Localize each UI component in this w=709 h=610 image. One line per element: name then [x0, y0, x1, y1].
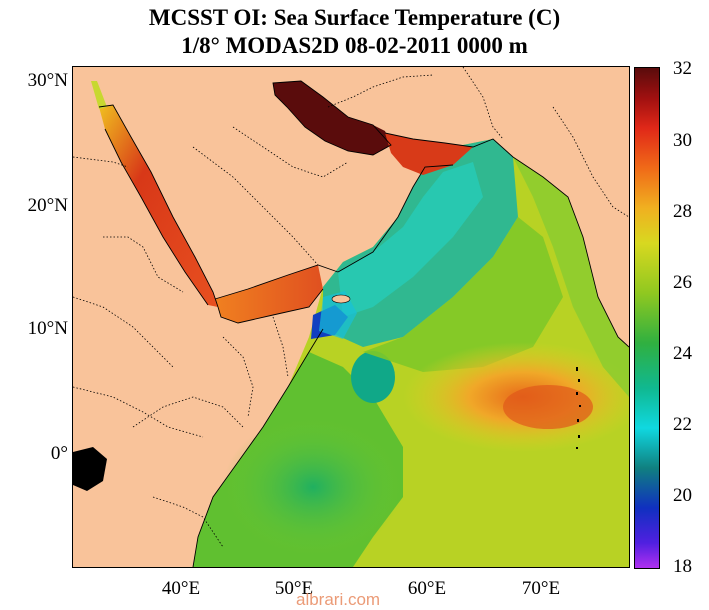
lake-victoria: [73, 447, 107, 491]
colorbar-label-26: 26: [673, 272, 692, 293]
colorbar-label-18: 18: [673, 556, 692, 577]
lon-label-70e: 70°E: [521, 578, 561, 599]
cold-spot-rim: [319, 291, 357, 339]
lon-label-50e: 50°E: [274, 578, 314, 599]
map-title-line2: 1/8° MODAS2D 08-02-2011 0000 m: [181, 33, 528, 58]
sst-map-canvas: [73, 67, 629, 567]
maldives-islands: [576, 367, 581, 449]
country-borders: [73, 67, 629, 548]
lat-label-20n: 20°N: [27, 195, 68, 216]
gulf-of-aden: [215, 265, 323, 323]
watermark: albrari.com: [296, 590, 381, 609]
colorbar-label-32: 32: [673, 58, 692, 79]
colorbar-label-24: 24: [673, 343, 692, 364]
warm-pool-core: [503, 385, 593, 429]
colorbar: [634, 67, 660, 569]
southern-cool-patch: [223, 417, 403, 557]
map-title-line1: MCSST OI: Sea Surface Temperature (C): [148, 5, 561, 30]
colorbar-label-20: 20: [673, 485, 692, 506]
gulf-of-oman: [385, 133, 473, 175]
colorbar-label-30: 30: [673, 130, 692, 151]
transition-band: [363, 217, 563, 372]
lon-label-60e: 60°E: [407, 578, 447, 599]
eddy-cool: [351, 351, 395, 403]
gulf-of-suez: [91, 81, 107, 109]
coastlines: [98, 80, 629, 567]
upwelling-core: [338, 162, 483, 317]
colorbar-gradient: [635, 68, 659, 568]
lat-label-10n: 10°N: [27, 318, 68, 339]
red-sea: [99, 105, 218, 307]
colorbar-label-28: 28: [673, 201, 692, 222]
india-coastal-band: [513, 157, 629, 397]
lat-label-0: 0°: [50, 443, 68, 464]
colorbar-label-22: 22: [673, 414, 692, 435]
socotra-island: [331, 294, 351, 304]
lon-label-40e: 40°E: [161, 578, 201, 599]
persian-gulf: [273, 81, 391, 155]
lat-label-30n: 30°N: [27, 70, 68, 91]
colorbar-canvas: [635, 68, 659, 568]
sst-map: [72, 66, 630, 568]
